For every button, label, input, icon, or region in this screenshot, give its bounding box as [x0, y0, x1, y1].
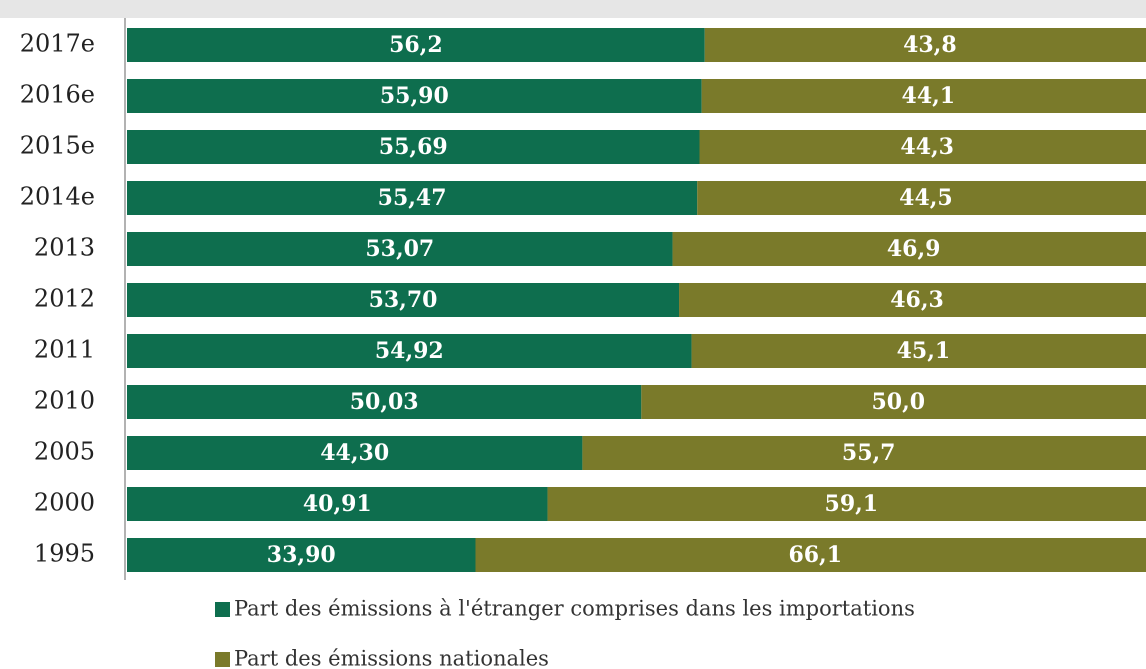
value-label: 43,8: [903, 32, 957, 58]
value-label: 55,7: [842, 440, 896, 466]
value-label: 66,1: [788, 542, 842, 568]
value-label: 55,90: [380, 83, 449, 109]
bar-segment: [127, 28, 705, 62]
bar-segment: [679, 283, 1146, 317]
bar-segment: [127, 181, 698, 215]
bar-segment: [699, 130, 1146, 164]
bar-segment: [127, 538, 476, 572]
y-tick-label: 2015e: [20, 132, 95, 160]
value-label: 46,3: [890, 287, 944, 313]
legend-swatch: [215, 602, 230, 617]
bar-segment: [547, 487, 1146, 521]
value-label: 40,91: [303, 491, 372, 517]
bar-segment: [697, 181, 1146, 215]
bar-segment: [127, 130, 700, 164]
y-tick-label: 2017e: [20, 30, 95, 58]
y-tick-label: 2014e: [20, 183, 95, 211]
bar-segment: [127, 385, 642, 419]
value-label: 44,5: [899, 185, 953, 211]
value-label: 44,1: [902, 83, 956, 109]
value-label: 55,69: [379, 134, 448, 160]
bar-segment: [672, 232, 1146, 266]
y-tick-label: 2005: [34, 438, 95, 466]
bar-segment: [127, 487, 548, 521]
value-label: 53,70: [369, 287, 438, 313]
value-label: 53,07: [365, 236, 434, 262]
value-label: 54,92: [375, 338, 444, 364]
value-label: 55,47: [378, 185, 447, 211]
y-tick-label: 1995: [34, 540, 95, 568]
bar-segment: [582, 436, 1146, 470]
value-label: 50,03: [350, 389, 419, 415]
bar-segment: [127, 79, 702, 113]
value-label: 33,90: [267, 542, 336, 568]
y-tick-label: 2011: [34, 336, 95, 364]
y-tick-label: 2016e: [20, 81, 95, 109]
value-label: 44,30: [320, 440, 389, 466]
legend-label: Part des émissions à l'étranger comprise…: [234, 597, 915, 621]
value-label: 45,1: [897, 338, 951, 364]
value-label: 56,2: [389, 32, 443, 58]
bar-segment: [127, 232, 673, 266]
y-tick-label: 2000: [34, 489, 95, 517]
bar-segment: [127, 334, 692, 368]
bar-segment: [641, 385, 1146, 419]
value-label: 50,0: [872, 389, 926, 415]
value-label: 46,9: [887, 236, 941, 262]
legend-label: Part des émissions nationales: [234, 647, 549, 669]
y-tick-label: 2013: [34, 234, 95, 262]
bar-segment: [701, 79, 1146, 113]
bar-segment: [127, 283, 680, 317]
value-label: 59,1: [825, 491, 879, 517]
bar-segment: [704, 28, 1146, 62]
y-tick-label: 2012: [34, 285, 95, 313]
bar-segment: [475, 538, 1146, 572]
value-label: 44,3: [900, 134, 954, 160]
bar-segment: [127, 436, 583, 470]
bar-segment: [691, 334, 1146, 368]
y-tick-label: 2010: [34, 387, 95, 415]
legend-swatch: [215, 652, 230, 667]
top-band: [0, 0, 1146, 18]
